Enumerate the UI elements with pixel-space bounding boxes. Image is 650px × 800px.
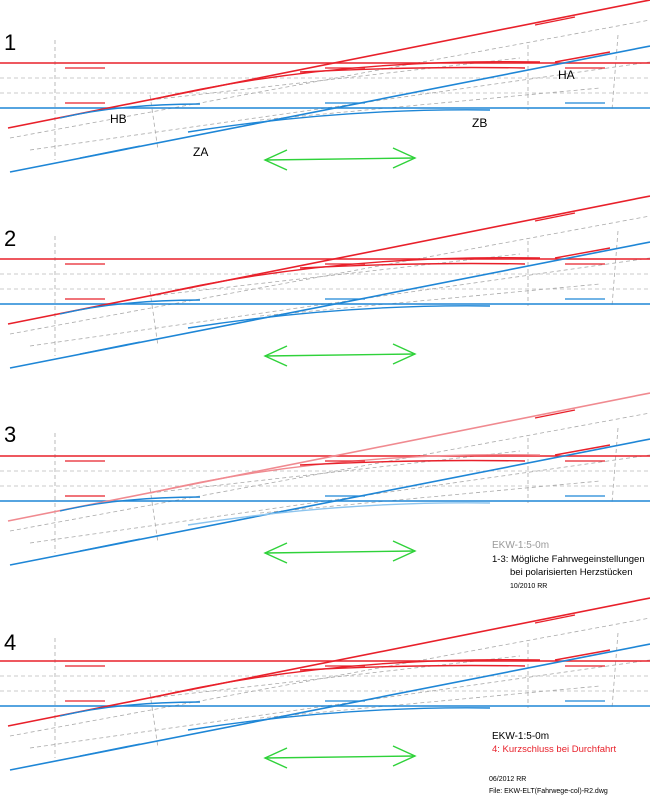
frame-line [612, 428, 618, 503]
blue-guard-rail [80, 342, 140, 354]
helper-line [30, 455, 650, 543]
note-b-title: EKW-1:5-0m [492, 731, 549, 742]
helper-line [10, 216, 650, 334]
helper-line [30, 62, 650, 150]
label-hb: HB [110, 112, 127, 126]
panel-3-number: 3 [4, 422, 16, 448]
helper-line [10, 20, 650, 138]
frame-line [612, 35, 618, 110]
red-check-rail [555, 445, 610, 455]
note-a-line1: 1-3: Mögliche Fahrwegeinstellungen [492, 554, 645, 565]
note-b-line1: 4: Kurzschluss bei Durchfahrt [492, 744, 616, 755]
note-a-title: EKW-1:5-0m [492, 540, 549, 551]
panel-2-number: 2 [4, 226, 16, 252]
helper-line [150, 656, 520, 698]
panel-1 [0, 0, 650, 172]
red-check-rail [555, 248, 610, 258]
frame-line [612, 231, 618, 306]
panel-3 [0, 393, 650, 565]
helper-line [30, 258, 650, 346]
note-a-line2: bei polarisierten Herzstücken [510, 567, 633, 578]
helper-line [150, 254, 520, 296]
frame-line [150, 291, 158, 346]
blue-guard-rail [80, 146, 140, 158]
direction-arrow [265, 354, 415, 356]
frame-line [150, 488, 158, 543]
panel-2 [0, 196, 650, 368]
label-za: ZA [193, 145, 208, 159]
note-a-date: 10/2010 RR [510, 583, 547, 590]
frame-line [612, 633, 618, 708]
red-check-rail [555, 52, 610, 62]
label-ha: HA [558, 68, 575, 82]
direction-arrow [265, 551, 415, 553]
direction-arrow [265, 756, 415, 758]
helper-line [30, 660, 650, 748]
direction-arrow [265, 158, 415, 160]
blue-guard-rail [80, 744, 140, 756]
helper-line [150, 58, 520, 100]
red-check-rail [555, 650, 610, 660]
footer-date: 06/2012 RR [489, 776, 526, 783]
helper-line [10, 413, 650, 531]
frame-line [150, 693, 158, 748]
panel-4-number: 4 [4, 630, 16, 656]
blue-guard-rail [80, 539, 140, 551]
helper-line [10, 618, 650, 736]
panel-1-number: 1 [4, 30, 16, 56]
helper-line [150, 451, 520, 493]
label-zb: ZB [472, 116, 487, 130]
footer-file: File: EKW-ELT(Fahrwege-col)-R2.dwg [489, 788, 608, 795]
frame-line [150, 95, 158, 150]
